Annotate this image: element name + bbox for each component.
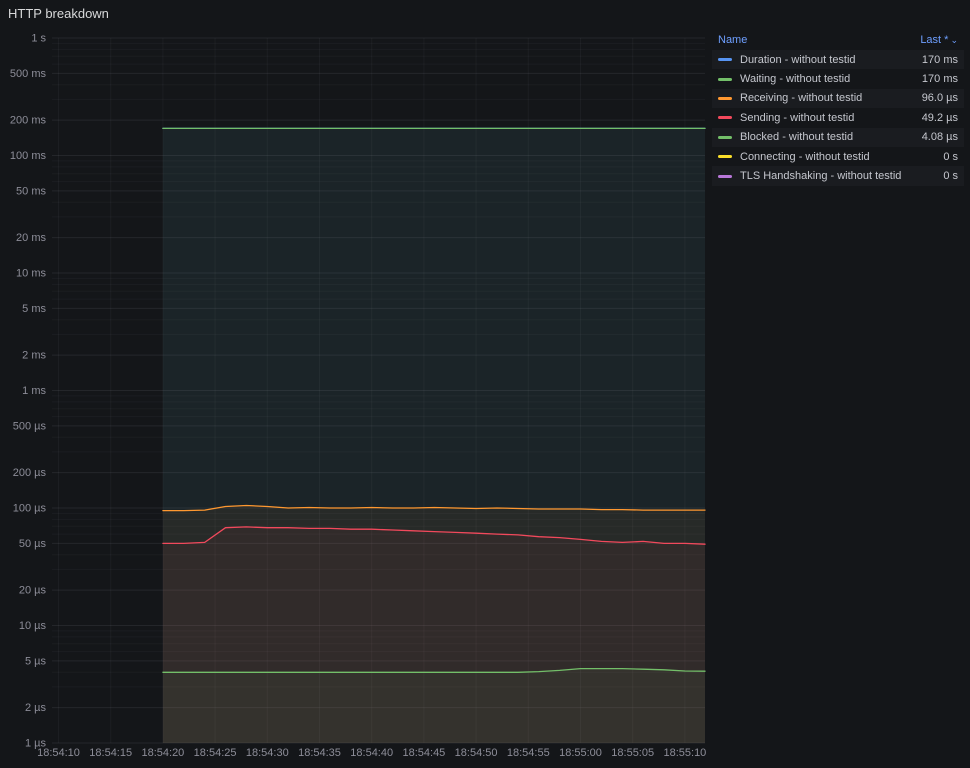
series-label[interactable]: Waiting - without testid: [740, 73, 851, 86]
svg-text:2 µs: 2 µs: [25, 702, 47, 714]
series-label[interactable]: Duration - without testid: [740, 53, 856, 66]
svg-text:18:54:35: 18:54:35: [298, 747, 341, 759]
svg-text:18:54:55: 18:54:55: [507, 747, 550, 759]
legend-row[interactable]: Waiting - without testid 170 ms: [712, 69, 964, 88]
chart-canvas[interactable]: 1 s 500 ms 200 ms 100 ms 50 ms 20 ms 10 ms 5 ms…: [0, 0, 712, 768]
svg-text:18:54:10: 18:54:10: [37, 747, 80, 759]
series-last-value: 4.08 µs: [921, 131, 958, 144]
svg-text:20 µs: 20 µs: [19, 585, 47, 597]
legend-header-last-label: Last *: [920, 34, 949, 46]
series-color-marker: [718, 58, 732, 62]
svg-text:500 µs: 500 µs: [13, 420, 47, 432]
series-label[interactable]: TLS Handshaking - without testid: [740, 170, 902, 183]
legend-row[interactable]: Connecting - without testid 0 s: [712, 147, 964, 166]
svg-text:500 ms: 500 ms: [10, 68, 47, 80]
series-last-value: 170 ms: [921, 73, 958, 86]
series-color-marker: [718, 77, 732, 81]
series-color-marker: [718, 116, 732, 120]
series-color-marker: [718, 174, 732, 178]
svg-text:1 ms: 1 ms: [22, 385, 46, 397]
svg-text:100 µs: 100 µs: [13, 503, 47, 515]
legend-header-name[interactable]: Name: [718, 34, 748, 46]
legend-row[interactable]: Duration - without testid 170 ms: [712, 50, 964, 69]
svg-text:10 µs: 10 µs: [19, 620, 47, 632]
svg-text:18:54:15: 18:54:15: [89, 747, 132, 759]
svg-text:18:54:45: 18:54:45: [402, 747, 445, 759]
svg-text:5 ms: 5 ms: [22, 303, 46, 315]
series-label[interactable]: Blocked - without testid: [740, 131, 854, 144]
svg-text:50 µs: 50 µs: [19, 538, 47, 550]
series-color-marker: [718, 135, 732, 139]
svg-text:20 ms: 20 ms: [16, 232, 46, 244]
legend-row[interactable]: TLS Handshaking - without testid 0 s: [712, 166, 964, 185]
svg-text:50 ms: 50 ms: [16, 185, 46, 197]
svg-text:10 ms: 10 ms: [16, 268, 46, 280]
series-last-value: 0 s: [943, 170, 958, 183]
svg-text:200 µs: 200 µs: [13, 467, 47, 479]
time-series-chart[interactable]: 1 s 500 ms 200 ms 100 ms 50 ms 20 ms 10 ms 5 ms…: [0, 0, 712, 768]
svg-text:18:55:05: 18:55:05: [611, 747, 654, 759]
svg-text:200 ms: 200 ms: [10, 115, 47, 127]
svg-text:18:54:20: 18:54:20: [141, 747, 184, 759]
svg-text:1 s: 1 s: [31, 33, 46, 45]
series-last-value: 96.0 µs: [921, 92, 958, 105]
series-last-value: 49.2 µs: [921, 111, 958, 124]
legend-header-last[interactable]: Last * ⌄: [920, 34, 958, 46]
series-label[interactable]: Sending - without testid: [740, 111, 855, 124]
sort-desc-caret-icon: ⌄: [950, 34, 958, 45]
legend-row[interactable]: Sending - without testid 49.2 µs: [712, 108, 964, 127]
svg-text:18:54:25: 18:54:25: [194, 747, 237, 759]
series-color-marker: [718, 155, 732, 159]
svg-text:1 µs: 1 µs: [25, 738, 47, 750]
series-last-value: 0 s: [943, 150, 958, 163]
svg-text:18:54:30: 18:54:30: [246, 747, 289, 759]
legend-table: Name Last * ⌄ Duration - without testid 1…: [712, 32, 964, 186]
legend-header: Name Last * ⌄: [712, 32, 964, 50]
svg-text:2 ms: 2 ms: [22, 350, 46, 362]
panel-title[interactable]: HTTP breakdown: [8, 6, 109, 21]
svg-text:18:54:40: 18:54:40: [350, 747, 393, 759]
svg-text:18:55:10: 18:55:10: [663, 747, 706, 759]
svg-text:18:54:50: 18:54:50: [455, 747, 498, 759]
series-label[interactable]: Connecting - without testid: [740, 150, 870, 163]
svg-text:18:55:00: 18:55:00: [559, 747, 602, 759]
svg-text:5 µs: 5 µs: [25, 655, 47, 667]
legend-rows: Duration - without testid 170 ms Waiting -…: [712, 50, 964, 186]
legend-row[interactable]: Receiving - without testid 96.0 µs: [712, 89, 964, 108]
legend-row[interactable]: Blocked - without testid 4.08 µs: [712, 128, 964, 147]
series-color-marker: [718, 96, 732, 100]
series-last-value: 170 ms: [921, 53, 958, 66]
svg-text:100 ms: 100 ms: [10, 150, 47, 162]
series-label[interactable]: Receiving - without testid: [740, 92, 863, 105]
